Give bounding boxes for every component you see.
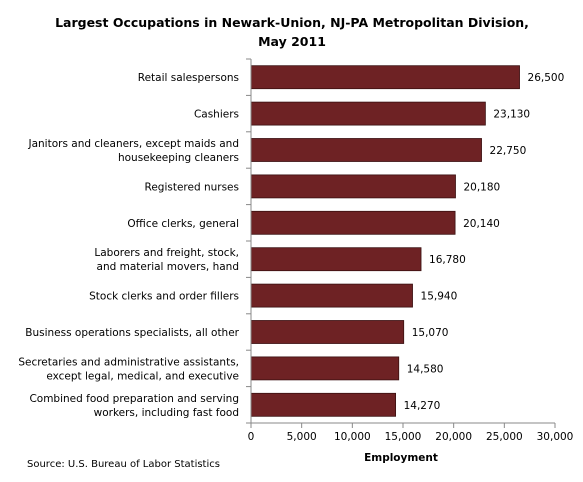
category-label: Janitors and cleaners, except maids and [28, 138, 240, 150]
category-label: Retail salespersons [138, 72, 239, 84]
category-label: Registered nurses [145, 181, 240, 193]
bar [250, 138, 482, 162]
data-label: 16,780 [429, 254, 466, 266]
category-label: and material movers, hand [97, 261, 239, 273]
category-label: Laborers and freight, stock, [94, 247, 239, 259]
category-label: housekeeping cleaners [118, 152, 239, 164]
source-note: Source: U.S. Bureau of Labor Statistics [27, 459, 220, 470]
x-tick-label: 20,000 [435, 431, 472, 443]
x-tick-label: 10,000 [334, 431, 371, 443]
chart-title: Largest Occupations in Newark-Union, NJ-… [55, 15, 529, 49]
category-label: Office clerks, general [127, 218, 239, 230]
bar [250, 320, 405, 344]
x-tick-label: 25,000 [486, 431, 523, 443]
category-label: Secretaries and administrative assistant… [18, 356, 239, 368]
data-label: 23,130 [493, 109, 530, 121]
category-label: Stock clerks and order fillers [89, 291, 239, 303]
data-label: 22,750 [490, 145, 527, 157]
x-tick-label: 5,000 [287, 431, 317, 443]
data-label: 26,500 [528, 72, 565, 84]
category-label: workers, including fast food [94, 407, 239, 419]
bar [250, 283, 413, 308]
chart-title-line-1: Largest Occupations in Newark-Union, NJ-… [55, 15, 529, 30]
data-label: 14,270 [404, 400, 441, 412]
bar [250, 174, 456, 199]
x-axis-title: Employment [364, 452, 438, 464]
bar [250, 392, 397, 417]
bar [250, 65, 520, 90]
x-tick-label: 15,000 [385, 431, 422, 443]
bar [250, 101, 486, 126]
data-label: 15,940 [421, 291, 458, 303]
x-tick-label: 0 [248, 431, 255, 443]
category-label: except legal, medical, and executive [46, 370, 239, 382]
data-label: 20,140 [463, 218, 500, 230]
plot-area: 26,500 Retail salespersons 23,130 Cashiers 2… [18, 58, 574, 443]
category-label: Cashiers [194, 109, 239, 121]
category-label: Combined food preparation and serving [29, 393, 239, 405]
x-tick-label: 30,000 [537, 431, 574, 443]
category-label: Business operations specialists, all oth… [25, 327, 239, 339]
data-label: 20,180 [463, 181, 500, 193]
bar [250, 210, 456, 235]
data-label: 14,580 [407, 363, 444, 375]
bar [250, 356, 400, 381]
data-label: 15,070 [412, 327, 449, 339]
chart-title-line-2: May 2011 [258, 34, 326, 49]
bar [250, 247, 422, 272]
